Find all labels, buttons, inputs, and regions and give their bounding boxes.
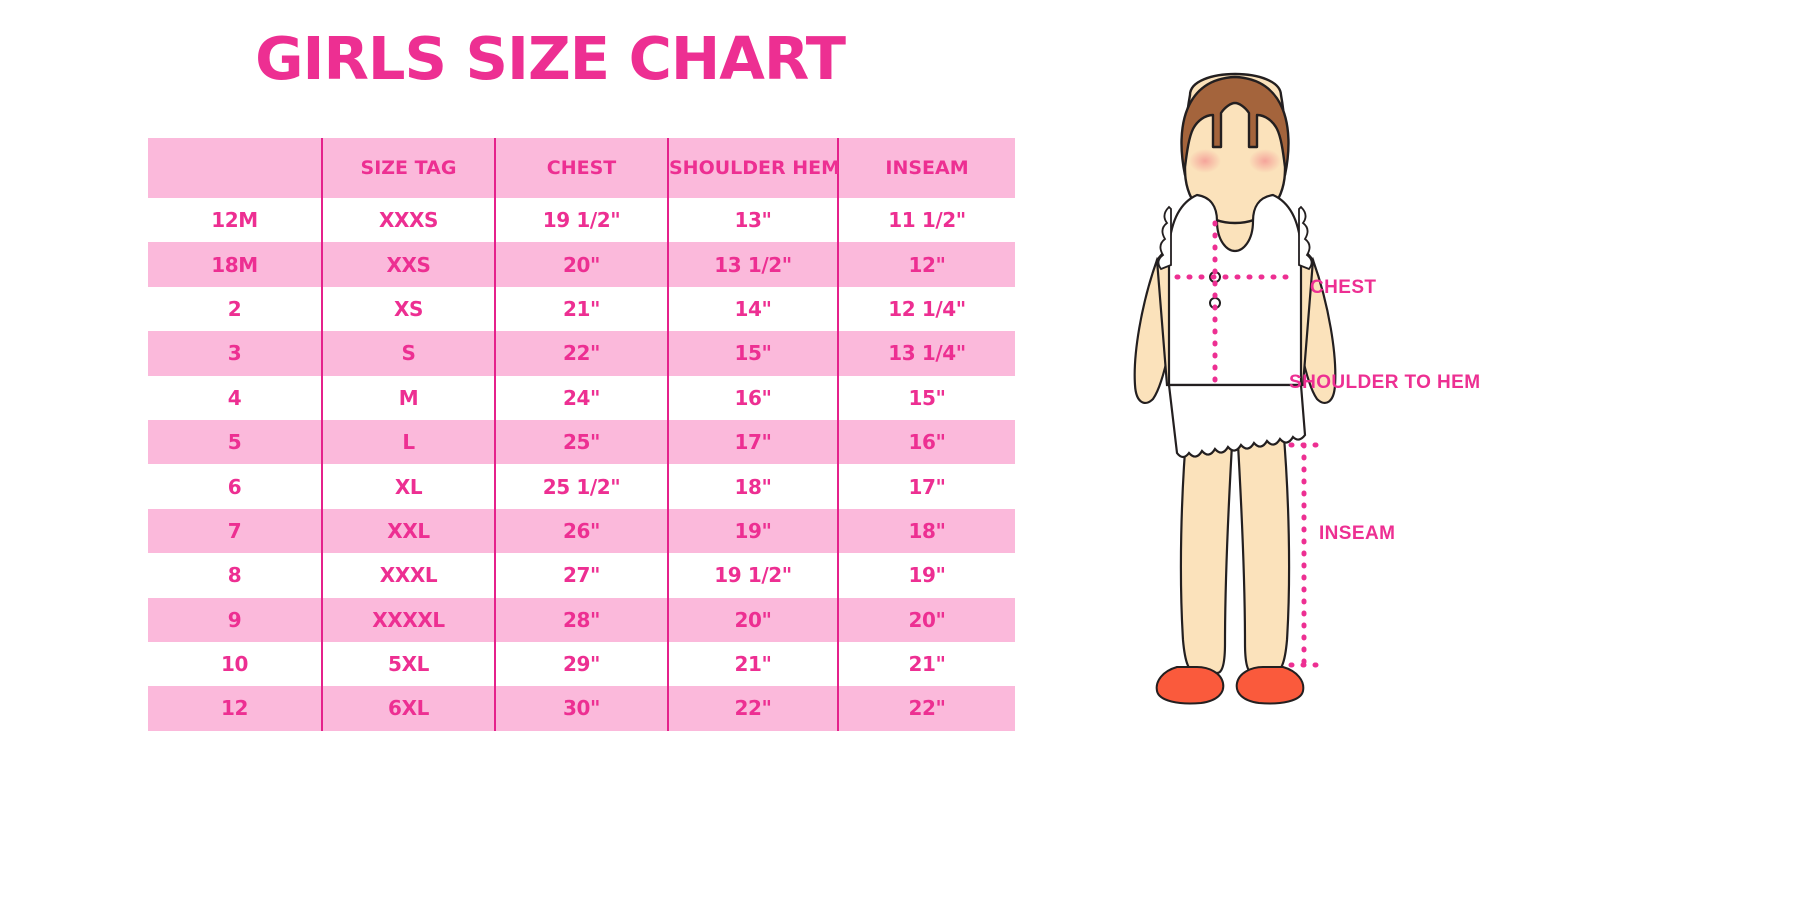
cell-inseam: 20" xyxy=(837,597,1015,642)
table-row: 3 S 22" 15" 13 1/4" xyxy=(148,331,1015,376)
cell-shoulder-hem: 14" xyxy=(667,286,838,332)
size-chart-table: SIZE TAG CHEST SHOULDER HEM INSEAM 12M X… xyxy=(148,138,1015,731)
cell-chest: 25 1/2" xyxy=(494,464,668,509)
cell-shoulder-hem: 21" xyxy=(667,641,838,687)
cell-shoulder-hem: 13" xyxy=(667,198,838,243)
cell-shoulder-hem: 13 1/2" xyxy=(667,242,838,287)
table-row: 7 XXL 26" 19" 18" xyxy=(148,508,1015,554)
cell-size-tag: XXS xyxy=(321,242,495,287)
cell-size: 4 xyxy=(148,375,322,420)
cell-chest: 30" xyxy=(494,686,668,731)
cell-shoulder-hem: 22" xyxy=(667,686,838,731)
legs-shape xyxy=(1179,423,1291,675)
hair-shape xyxy=(1180,75,1290,177)
table-row: 18M XXS 20" 13 1/2" 12" xyxy=(148,242,1015,287)
cell-inseam: 11 1/2" xyxy=(837,198,1015,243)
cell-chest: 20" xyxy=(494,242,668,287)
cell-size: 2 xyxy=(148,286,322,332)
cell-inseam: 21" xyxy=(837,641,1015,687)
cell-size-tag: XXL xyxy=(321,508,495,554)
callout-chest: CHEST xyxy=(1310,277,1377,298)
cell-size-tag: L xyxy=(321,419,495,465)
cell-inseam: 13 1/4" xyxy=(837,331,1015,376)
cell-inseam: 18" xyxy=(837,508,1015,554)
cell-inseam: 16" xyxy=(837,419,1015,465)
cell-size-tag: 6XL xyxy=(321,686,495,731)
cell-size: 8 xyxy=(148,553,322,598)
cell-size-tag: XXXL xyxy=(321,553,495,598)
cell-chest: 25" xyxy=(494,419,668,465)
header-shoulder-hem: SHOULDER HEM xyxy=(667,138,840,198)
cell-inseam: 12 1/4" xyxy=(837,286,1015,332)
cell-inseam: 17" xyxy=(837,464,1015,509)
cell-size: 9 xyxy=(148,597,322,642)
cell-size: 10 xyxy=(148,641,322,687)
cell-size: 12M xyxy=(148,198,322,243)
table-header: SIZE TAG CHEST SHOULDER HEM INSEAM xyxy=(148,138,1015,198)
table-body: 12M XXXS 19 1/2" 13" 11 1/2" 18M XXS 20"… xyxy=(148,198,1015,731)
cell-inseam: 19" xyxy=(837,553,1015,598)
table-row: 10 5XL 29" 21" 21" xyxy=(148,641,1015,687)
cell-chest: 28" xyxy=(494,597,668,642)
table-row: 2 XS 21" 14" 12 1/4" xyxy=(148,286,1015,332)
cell-size: 18M xyxy=(148,242,322,287)
girl-illustration xyxy=(1105,55,1365,715)
cell-shoulder-hem: 19 1/2" xyxy=(667,553,838,598)
cell-chest: 21" xyxy=(494,286,668,332)
cell-size-tag: 5XL xyxy=(321,641,495,687)
cell-chest: 22" xyxy=(494,331,668,376)
skirt-shape xyxy=(1167,383,1307,459)
cell-shoulder-hem: 20" xyxy=(667,597,838,642)
cell-inseam: 22" xyxy=(837,686,1015,731)
table-row: 5 L 25" 17" 16" xyxy=(148,419,1015,465)
table-row: 12M XXXS 19 1/2" 13" 11 1/2" xyxy=(148,198,1015,243)
table-row: 12 6XL 30" 22" 22" xyxy=(148,686,1015,731)
header-size-tag: SIZE TAG xyxy=(321,138,495,198)
cell-shoulder-hem: 19" xyxy=(667,508,838,554)
cell-size: 5 xyxy=(148,419,322,465)
cell-size: 6 xyxy=(148,464,322,509)
cell-inseam: 12" xyxy=(837,242,1015,287)
table-row: 4 M 24" 16" 15" xyxy=(148,375,1015,420)
table-row: 9 XXXXL 28" 20" 20" xyxy=(148,597,1015,642)
cell-shoulder-hem: 15" xyxy=(667,331,838,376)
header-chest: CHEST xyxy=(494,138,668,198)
cell-size: 3 xyxy=(148,331,322,376)
cell-shoulder-hem: 16" xyxy=(667,375,838,420)
cell-chest: 24" xyxy=(494,375,668,420)
cell-size-tag: S xyxy=(321,331,495,376)
header-size xyxy=(148,138,322,198)
sleeve-ruffle-left xyxy=(1157,205,1172,271)
cell-size-tag: XXXS xyxy=(321,198,495,243)
cell-size-tag: M xyxy=(321,375,495,420)
shoes-shape xyxy=(1155,666,1305,705)
callout-shoulder-to-hem: SHOULDER TO HEM xyxy=(1289,372,1481,393)
cell-size: 7 xyxy=(148,508,322,554)
table-row: 8 XXXL 27" 19 1/2" 19" xyxy=(148,553,1015,598)
cell-chest: 29" xyxy=(494,641,668,687)
cell-chest: 19 1/2" xyxy=(494,198,668,243)
cell-shoulder-hem: 18" xyxy=(667,464,838,509)
table-row: 6 XL 25 1/2" 18" 17" xyxy=(148,464,1015,509)
cell-size-tag: XXXXL xyxy=(321,597,495,642)
cell-shoulder-hem: 17" xyxy=(667,419,838,465)
cell-size-tag: XS xyxy=(321,286,495,332)
cell-size-tag: XL xyxy=(321,464,495,509)
callout-inseam: INSEAM xyxy=(1319,523,1396,544)
sleeve-ruffle-right xyxy=(1298,205,1313,271)
cell-chest: 26" xyxy=(494,508,668,554)
page-title: GIRLS SIZE CHART xyxy=(255,24,846,93)
cell-chest: 27" xyxy=(494,553,668,598)
inseam-guide xyxy=(1288,442,1320,668)
header-inseam: INSEAM xyxy=(837,138,1015,198)
cell-size: 12 xyxy=(148,686,322,731)
table-header-row: SIZE TAG CHEST SHOULDER HEM INSEAM xyxy=(148,138,1015,198)
cell-inseam: 15" xyxy=(837,375,1015,420)
